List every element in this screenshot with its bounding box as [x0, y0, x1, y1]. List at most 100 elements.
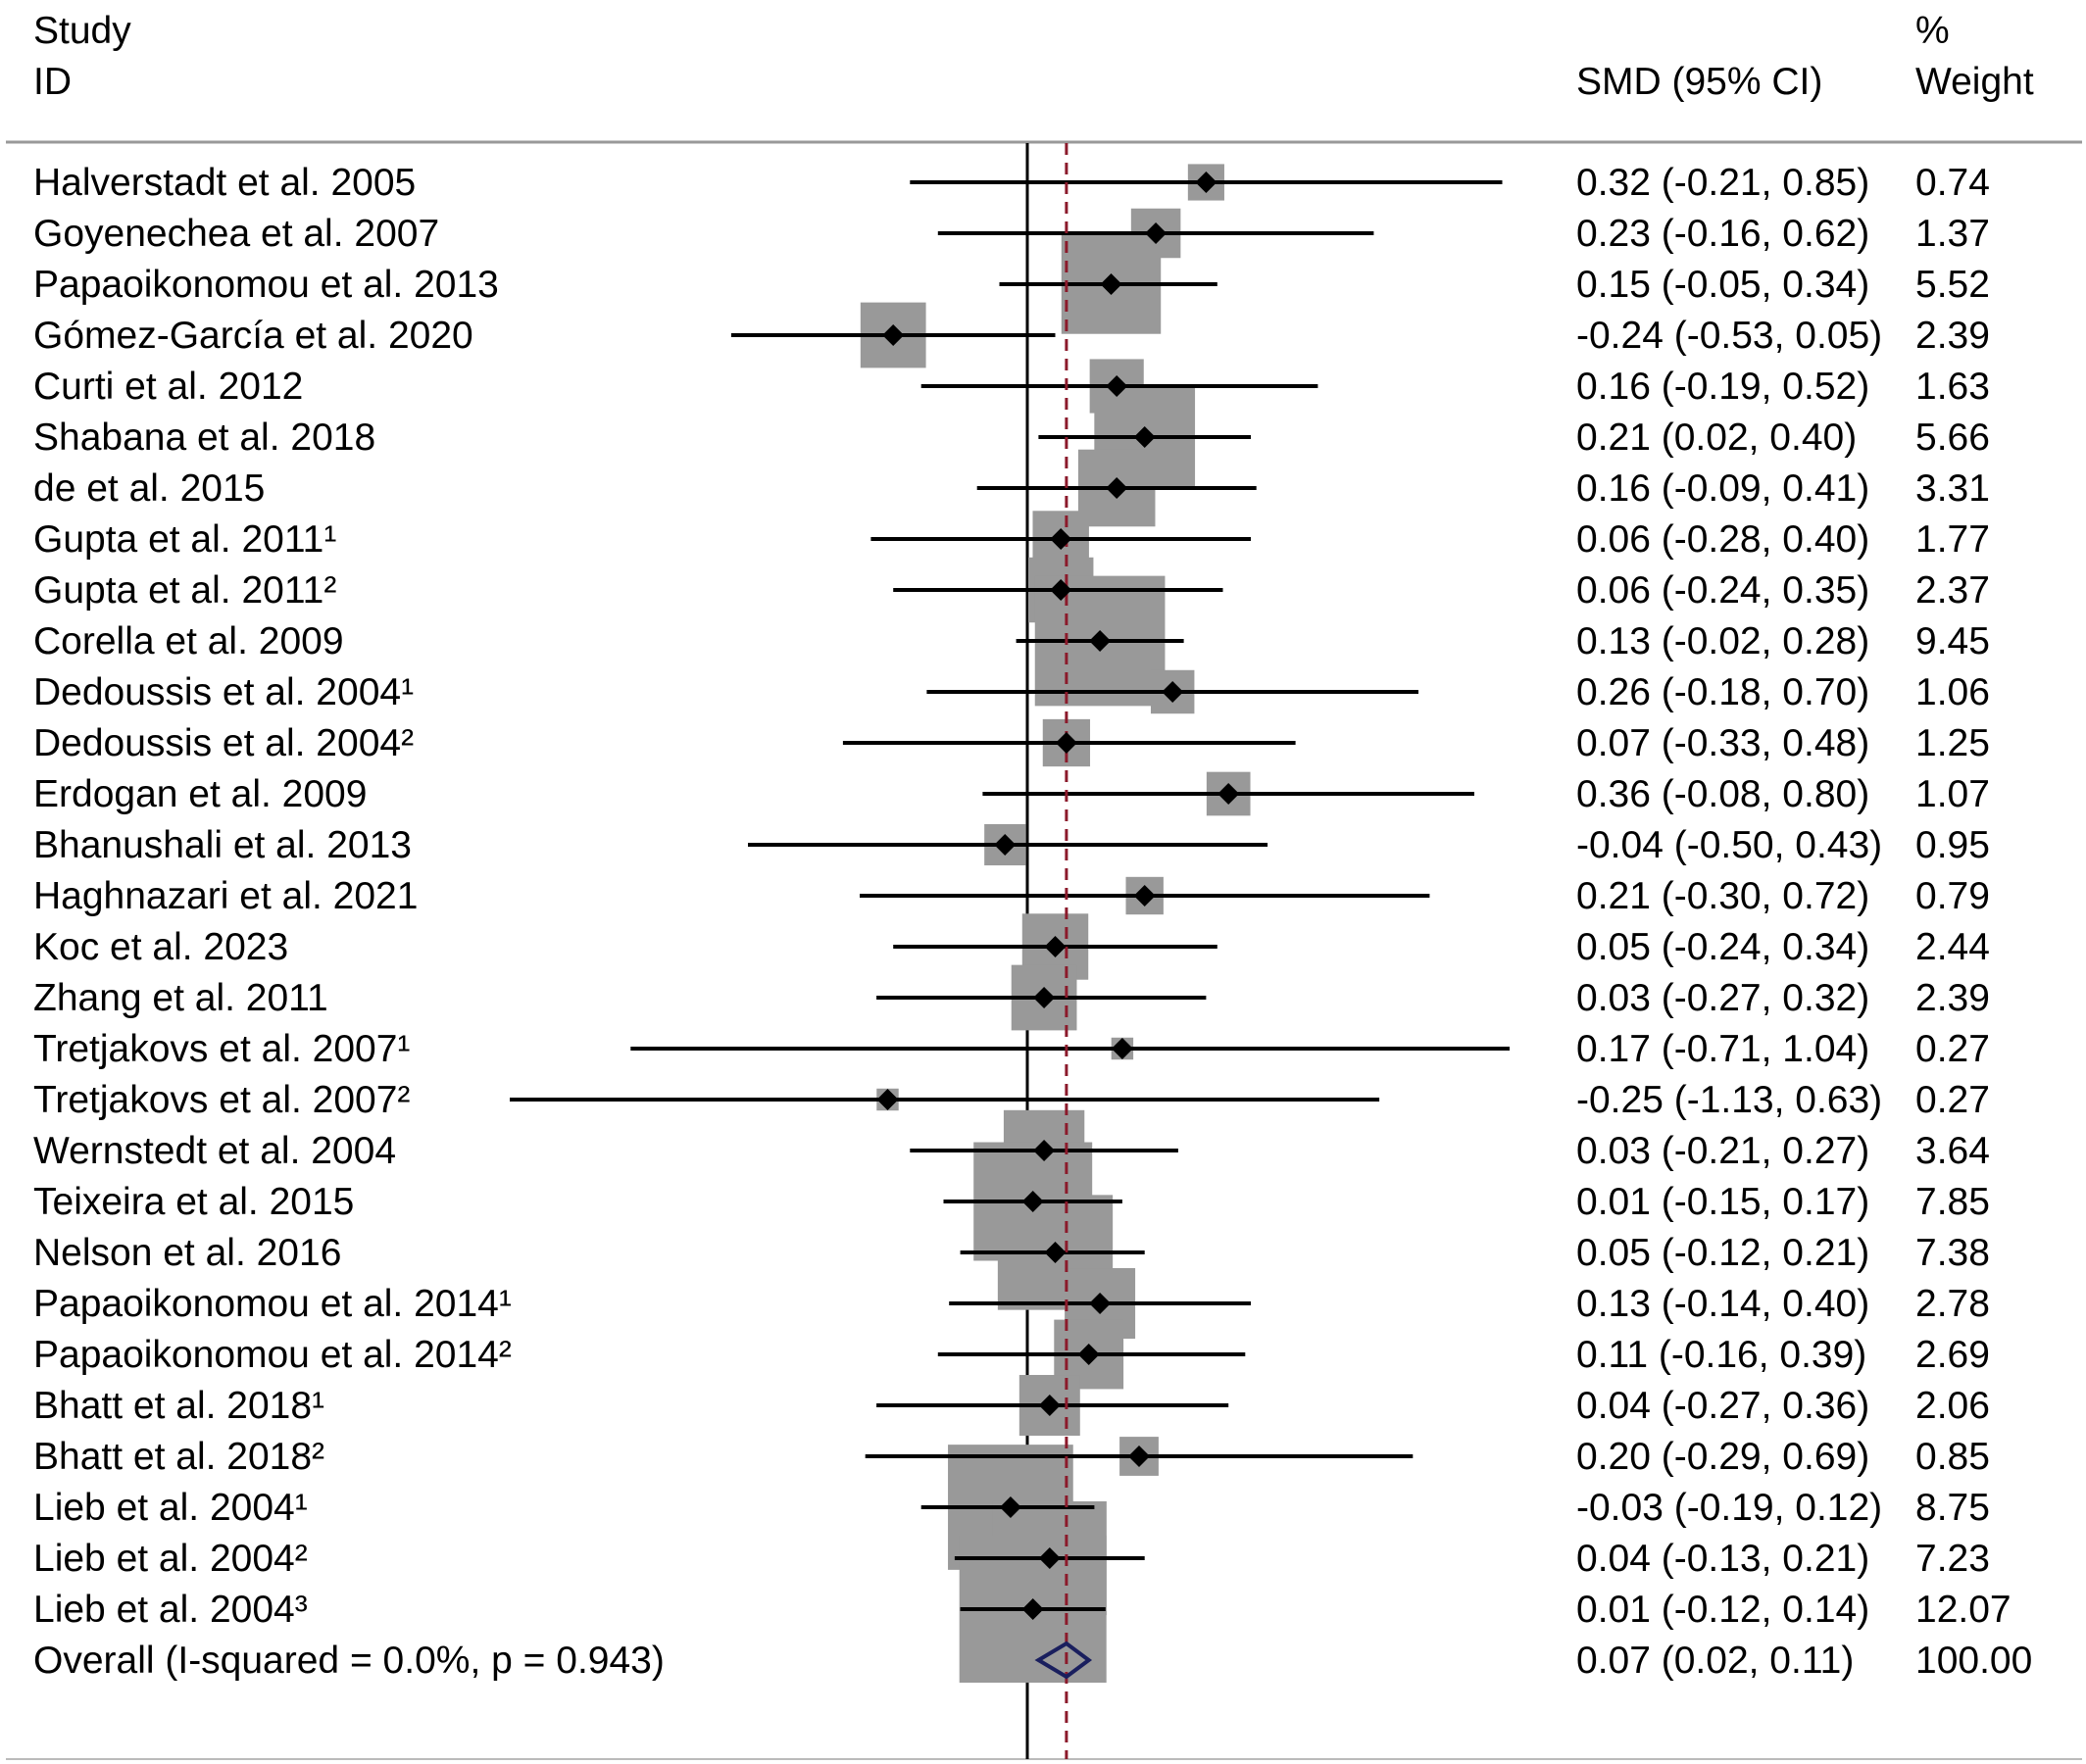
study-label: Koc et al. 2023 — [33, 926, 289, 968]
weight-value: 8.75 — [1915, 1487, 1990, 1529]
point-estimate — [1162, 681, 1184, 703]
point-estimate — [1133, 426, 1156, 448]
study-label: Bhatt et al. 2018¹ — [33, 1385, 325, 1427]
smd-ci-value: 0.07 (-0.33, 0.48) — [1576, 722, 1870, 764]
study-label: Erdogan et al. 2009 — [33, 773, 368, 815]
weight-value: 0.79 — [1915, 875, 1990, 917]
point-estimate — [882, 324, 905, 346]
smd-ci-value: 0.04 (-0.13, 0.21) — [1576, 1538, 1870, 1580]
weight-value: 0.85 — [1915, 1436, 1990, 1478]
study-label: Curti et al. 2012 — [33, 366, 304, 408]
weight-value: 0.74 — [1915, 162, 1990, 204]
point-estimate — [1050, 528, 1072, 550]
header-weight: Weight — [1915, 61, 2034, 103]
study-label: Teixeira et al. 2015 — [33, 1181, 355, 1223]
smd-ci-value: 0.16 (-0.09, 0.41) — [1576, 467, 1870, 510]
weight-value: 0.27 — [1915, 1028, 1990, 1070]
point-estimate — [999, 1496, 1021, 1518]
overall-diamond — [1034, 1641, 1093, 1680]
smd-ci-value: -0.24 (-0.53, 0.05) — [1576, 315, 1883, 357]
weight-value: 2.39 — [1915, 977, 1990, 1019]
study-label: Tretjakovs et al. 2007² — [33, 1079, 411, 1121]
point-estimate — [1021, 1191, 1044, 1212]
weight-value: 7.85 — [1915, 1181, 1990, 1223]
study-label: de et al. 2015 — [33, 467, 266, 510]
weight-value: 1.37 — [1915, 213, 1990, 255]
weight-value: 2.69 — [1915, 1334, 1990, 1376]
point-estimate — [1044, 936, 1067, 957]
smd-ci-value: 0.01 (-0.12, 0.14) — [1576, 1589, 1870, 1631]
study-label: Nelson et al. 2016 — [33, 1232, 342, 1274]
study-label: Corella et al. 2009 — [33, 620, 344, 662]
smd-ci-value: 0.21 (0.02, 0.40) — [1576, 416, 1858, 459]
study-label: Bhatt et al. 2018² — [33, 1436, 325, 1478]
weight-value: 3.31 — [1915, 467, 1990, 510]
study-label: Dedoussis et al. 2004² — [33, 722, 415, 764]
point-estimate — [1038, 1395, 1061, 1416]
smd-ci-value: -0.03 (-0.19, 0.12) — [1576, 1487, 1883, 1529]
study-label: Papaoikonomou et al. 2014¹ — [33, 1283, 512, 1325]
weight-value: 0.95 — [1915, 824, 1990, 866]
study-label: Dedoussis et al. 2004¹ — [33, 671, 415, 713]
study-label: Lieb et al. 2004¹ — [33, 1487, 308, 1529]
weight-value: 7.23 — [1915, 1538, 1990, 1580]
weight-value: 0.27 — [1915, 1079, 1990, 1121]
study-label: Goyenechea et al. 2007 — [33, 213, 440, 255]
study-label: Shabana et al. 2018 — [33, 416, 376, 459]
point-estimate — [1021, 1598, 1044, 1620]
header-smd: SMD (95% CI) — [1576, 61, 1823, 103]
weight-value: 2.78 — [1915, 1283, 1990, 1325]
smd-ci-value: 0.06 (-0.28, 0.40) — [1576, 518, 1870, 561]
smd-ci-value: 0.20 (-0.29, 0.69) — [1576, 1436, 1870, 1478]
study-label: Halverstadt et al. 2005 — [33, 162, 417, 204]
study-label: Bhanushali et al. 2013 — [33, 824, 412, 866]
overall-smd-ci: 0.07 (0.02, 0.11) — [1576, 1640, 1855, 1682]
weight-value: 2.39 — [1915, 315, 1990, 357]
weight-value: 1.07 — [1915, 773, 1990, 815]
smd-ci-value: -0.04 (-0.50, 0.43) — [1576, 824, 1883, 866]
point-estimate — [1033, 1140, 1056, 1161]
smd-ci-value: 0.06 (-0.24, 0.35) — [1576, 569, 1870, 612]
smd-ci-value: 0.23 (-0.16, 0.62) — [1576, 213, 1870, 255]
overall-weight: 100.00 — [1915, 1640, 2033, 1682]
smd-ci-value: 0.15 (-0.05, 0.34) — [1576, 264, 1870, 306]
smd-ci-value: 0.04 (-0.27, 0.36) — [1576, 1385, 1870, 1427]
point-estimate — [1128, 1446, 1150, 1467]
smd-ci-value: -0.25 (-1.13, 0.63) — [1576, 1079, 1883, 1121]
point-estimate — [1145, 222, 1167, 244]
point-estimate — [994, 834, 1017, 856]
smd-ci-value: 0.05 (-0.24, 0.34) — [1576, 926, 1870, 968]
smd-ci-value: 0.16 (-0.19, 0.52) — [1576, 366, 1870, 408]
point-estimate — [1089, 1293, 1112, 1314]
smd-ci-value: 0.13 (-0.02, 0.28) — [1576, 620, 1870, 662]
point-estimate — [876, 1089, 899, 1110]
study-label: Gupta et al. 2011¹ — [33, 518, 337, 561]
weight-value: 12.07 — [1915, 1589, 2012, 1631]
smd-ci-value: 0.03 (-0.27, 0.32) — [1576, 977, 1870, 1019]
smd-ci-value: 0.11 (-0.16, 0.39) — [1576, 1334, 1867, 1376]
weight-value: 7.38 — [1915, 1232, 1990, 1274]
study-label: Lieb et al. 2004³ — [33, 1589, 308, 1631]
weight-value: 9.45 — [1915, 620, 1990, 662]
weight-value: 2.44 — [1915, 926, 1990, 968]
smd-ci-value: 0.26 (-0.18, 0.70) — [1576, 671, 1870, 713]
study-label: Haghnazari et al. 2021 — [33, 875, 419, 917]
point-estimate — [1033, 987, 1056, 1008]
study-label: Papaoikonomou et al. 2014² — [33, 1334, 512, 1376]
smd-ci-value: 0.13 (-0.14, 0.40) — [1576, 1283, 1870, 1325]
header-study: Study — [33, 10, 131, 52]
study-label: Tretjakovs et al. 2007¹ — [33, 1028, 411, 1070]
study-label: Zhang et al. 2011 — [33, 977, 328, 1019]
weight-value: 2.06 — [1915, 1385, 1990, 1427]
study-label: Wernstedt et al. 2004 — [33, 1130, 397, 1172]
point-estimate — [1055, 732, 1077, 754]
weight-value: 1.77 — [1915, 518, 1990, 561]
point-estimate — [1106, 477, 1128, 499]
point-estimate — [1038, 1547, 1061, 1569]
point-estimate — [1100, 273, 1122, 295]
smd-ci-value: 0.32 (-0.21, 0.85) — [1576, 162, 1870, 204]
point-estimate — [1111, 1038, 1133, 1059]
study-label: Gupta et al. 2011² — [33, 569, 337, 612]
point-estimate — [1133, 885, 1156, 906]
